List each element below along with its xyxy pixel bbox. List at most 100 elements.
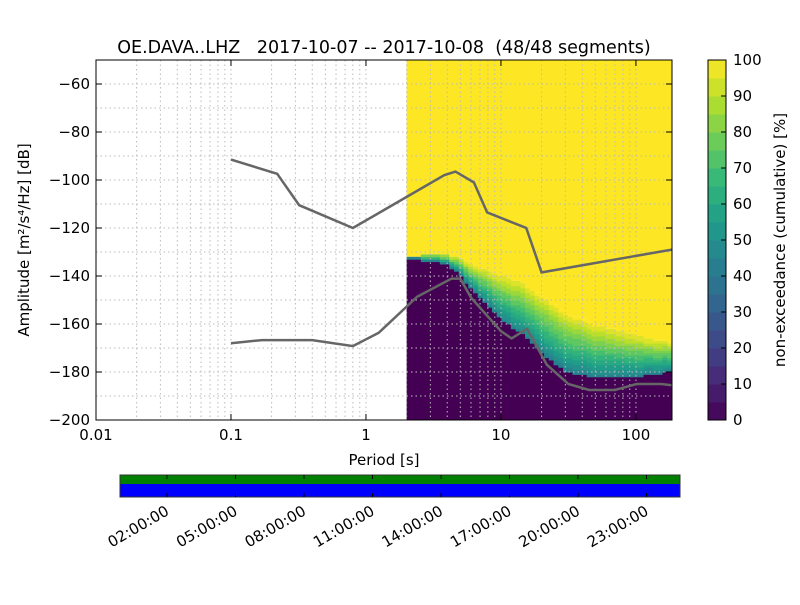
heatmap-cell (544, 357, 550, 420)
heatmap-cell (572, 316, 578, 320)
noise-models (230, 158, 672, 392)
heatmap-cell (662, 367, 668, 371)
heatmap-cell (567, 333, 574, 337)
heatmap-cell (449, 60, 455, 257)
heatmap-cell (643, 369, 649, 373)
heatmap-cell (529, 314, 536, 318)
heatmap-cell (653, 362, 659, 366)
heatmap-cell (501, 302, 507, 306)
heatmap-cell (553, 333, 559, 337)
heatmap-cell (472, 292, 479, 420)
heatmap-cell (520, 290, 526, 294)
heatmap-cell (648, 348, 654, 351)
heatmap-cell (581, 321, 588, 325)
heatmap-cell (482, 302, 488, 420)
heatmap-cell (435, 60, 441, 255)
heatmap-cell (510, 300, 517, 303)
heatmap-cell (468, 273, 474, 277)
heatmap-cell (562, 355, 569, 359)
heatmap-cell (449, 264, 455, 267)
heatmap-cell (520, 316, 526, 320)
colorbar-segment (708, 312, 726, 331)
heatmap-cell (458, 268, 465, 272)
colorbar-tick-label: 100 (733, 51, 762, 69)
heatmap-cell (648, 340, 654, 344)
heatmap-cell (435, 256, 441, 260)
heatmap-cell (487, 276, 493, 279)
heatmap-cell (600, 364, 607, 368)
heatmap-cell (610, 364, 616, 368)
heatmap-cell (591, 372, 597, 375)
heatmap-cell (534, 328, 540, 332)
heatmap-cell (634, 355, 640, 359)
heatmap-cell (544, 345, 550, 349)
heatmap-cell (638, 367, 645, 371)
heatmap-cell (525, 300, 531, 303)
heatmap-cell (629, 362, 635, 366)
heatmap-cell (610, 350, 616, 354)
heatmap-cell (463, 278, 469, 282)
heatmap-cell (648, 367, 654, 371)
heatmap-cell (567, 316, 574, 320)
heatmap-cell (472, 268, 479, 272)
heatmap-cell (534, 333, 540, 337)
heatmap-cell (472, 273, 479, 277)
heatmap-cell (581, 338, 588, 342)
colorbar-segment (708, 168, 726, 187)
heatmap-cell (667, 60, 672, 344)
heatmap-cell (534, 302, 540, 306)
heatmap-cell (648, 374, 654, 420)
heatmap-cell (548, 316, 555, 320)
heatmap-cell (425, 60, 431, 255)
heatmap-cell (435, 259, 441, 263)
heatmap-cell (534, 336, 540, 339)
heatmap-cell (657, 348, 664, 351)
heatmap-cell (496, 304, 502, 308)
heatmap-cell (496, 60, 502, 276)
heatmap-cell (420, 256, 427, 260)
heatmap-cell (577, 350, 583, 354)
colorbar-tick-label: 70 (733, 159, 752, 177)
heatmap-cell (577, 333, 583, 337)
heatmap-cell (558, 367, 564, 420)
heatmap-cell (605, 367, 611, 371)
heatmap-cell (643, 367, 649, 371)
y-tick-label: −100 (49, 171, 90, 189)
heatmap-cell (643, 350, 649, 354)
heatmap-cell (586, 360, 593, 363)
heatmap-cell (534, 314, 540, 318)
heatmap-cell (548, 302, 555, 306)
heatmap-cell (487, 278, 493, 282)
heatmap-cell (496, 316, 502, 420)
heatmap-cell (615, 355, 621, 359)
heatmap-cell (529, 307, 536, 311)
heatmap-cell (629, 355, 635, 359)
heatmap-cell (544, 326, 550, 330)
heatmap-cell (624, 372, 630, 375)
heatmap-cell (619, 350, 626, 354)
heatmap-cell (562, 362, 569, 366)
colorbar-tick-label: 30 (733, 303, 752, 321)
heatmap-cell (506, 280, 512, 284)
y-tick-label: −180 (49, 363, 90, 381)
heatmap-cell (572, 60, 578, 317)
heatmap-cell (506, 283, 512, 287)
heatmap-cell (653, 364, 659, 368)
heatmap-cell (520, 295, 526, 299)
heatmap-cell (634, 372, 640, 375)
heatmap-cell (657, 343, 664, 347)
heatmap-cell (596, 340, 602, 344)
heatmap-cell (629, 333, 635, 337)
heatmap-cell (496, 300, 502, 303)
heatmap-cell (529, 321, 536, 325)
heatmap-cell (420, 254, 427, 258)
heatmap-cell (596, 328, 602, 332)
heatmap-cell (581, 326, 588, 330)
heatmap-cell (463, 283, 469, 420)
heatmap-cell (605, 340, 611, 344)
heatmap-cell (600, 60, 607, 327)
heatmap-cell (615, 372, 621, 375)
heatmap-cell (529, 300, 536, 303)
heatmap-cell (487, 302, 493, 306)
heatmap-cell (581, 324, 588, 327)
